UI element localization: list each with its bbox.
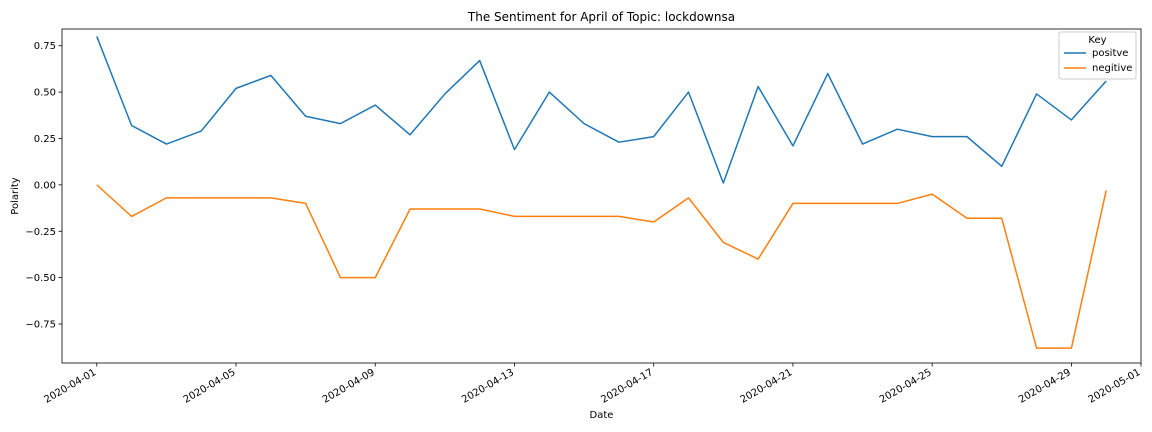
legend: Key positve negitive: [1058, 31, 1137, 80]
y-axis-title: Polarity: [10, 177, 21, 215]
y-tick-label: −0.75: [25, 320, 56, 331]
x-tick-label: 2020-04-29: [1017, 367, 1073, 406]
x-tick-label: 2020-04-21: [739, 367, 795, 406]
series-line-negitive: [96, 184, 1107, 349]
y-tick-label: 0.75: [34, 41, 56, 52]
x-axis-title: Date: [590, 410, 614, 421]
x-tick-label: 2020-04-09: [321, 367, 377, 406]
legend-title: Key: [1088, 35, 1106, 46]
x-tick-label: 2020-04-17: [599, 367, 655, 406]
legend-label-positve: positve: [1092, 48, 1128, 59]
legend-label-negitive: negitive: [1092, 63, 1132, 74]
plot-area: 0.75 0.50 0.25 0.00 −0.25 −0.50 −0.75 2020-04-0…: [25, 28, 1143, 406]
x-tick-label: 2020-04-25: [878, 367, 934, 406]
plot-frame: [61, 28, 1142, 364]
x-tick-label: 2020-04-01: [42, 367, 98, 406]
y-tick-label: 0.50: [34, 88, 56, 99]
y-tick-label: −0.25: [25, 227, 56, 238]
x-tick-label: 2020-04-05: [182, 367, 238, 406]
x-tick-label: 2020-05-01: [1087, 367, 1143, 406]
y-tick-label: 0.25: [34, 134, 56, 145]
y-tick-label: 0.00: [34, 180, 56, 191]
x-tick-label: 2020-04-13: [460, 367, 516, 406]
series-line-positve: [96, 36, 1107, 184]
y-tick-label: −0.50: [25, 273, 56, 284]
chart-title: The Sentiment for April of Topic: lockdo…: [467, 10, 735, 24]
